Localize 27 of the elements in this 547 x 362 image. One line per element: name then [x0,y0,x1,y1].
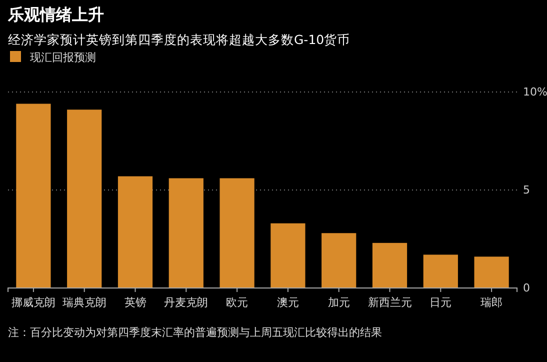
x-tick-label: 丹麦克朗 [164,296,208,309]
bar [220,178,254,288]
x-tick-label: 日元 [430,296,452,309]
bar [67,110,102,288]
x-tick-label: 澳元 [276,296,299,309]
bar [118,176,153,288]
x-tick-label: 加元 [328,296,350,309]
y-tick-label: 0 [523,282,530,295]
y-tick-label: 5 [523,184,530,197]
x-tick-label: 欧元 [226,296,248,309]
bar [270,223,306,288]
x-tick-label: 新西兰元 [368,296,412,309]
bar [423,254,458,288]
x-tick-label: 英镑 [124,296,146,309]
x-tick-label: 瑞郎 [480,296,503,309]
y-tick-label: 10% [523,86,547,99]
legend-label: 现汇回报预测 [30,51,96,64]
chart-title: 乐观情绪上升 [7,5,104,24]
bar [322,233,356,288]
text: 注：百分比变动为对第四季度末汇率的普遍预测与上周五现汇比较得出的结果 [8,326,382,339]
bar [168,178,204,288]
bar [372,242,408,288]
chart-subtitle: 经济学家预计英镑到第四季度的表现将超越大多数G-10货币 [8,32,350,47]
x-tick-label: 瑞典克朗 [62,296,106,309]
bar [16,104,51,288]
bar [474,256,509,288]
x-tick-label: 挪威克朗 [11,296,56,309]
